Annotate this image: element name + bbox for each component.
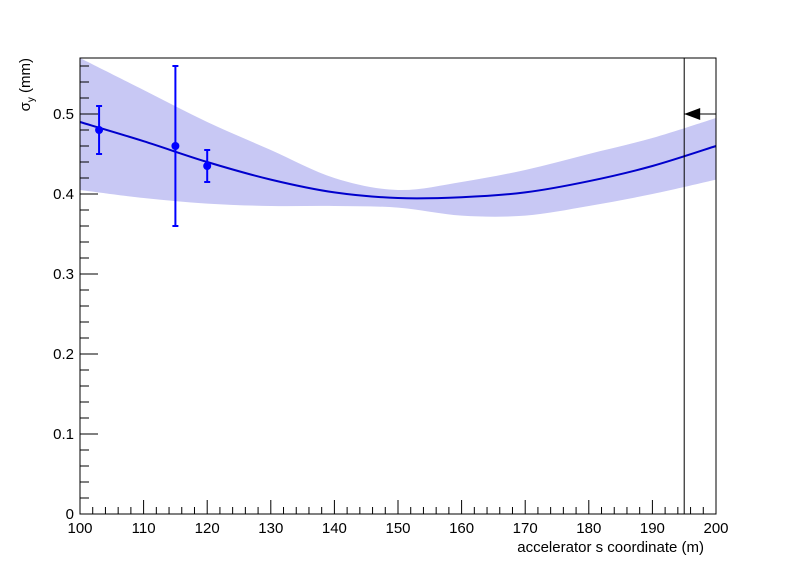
- y-axis-title-subscript: y: [26, 97, 37, 102]
- data-point: [171, 142, 180, 150]
- y-tick-label: 0.2: [53, 346, 74, 363]
- x-tick-label: 160: [449, 520, 474, 537]
- x-tick-label: 190: [640, 520, 665, 537]
- y-tick-label: 0.3: [53, 266, 74, 283]
- y-axis-title: σy (mm): [17, 58, 37, 111]
- data-points-layer: [95, 65, 212, 227]
- x-tick-label: 150: [385, 520, 410, 537]
- x-tick-label: 180: [576, 520, 601, 537]
- x-tick-label: 130: [258, 520, 283, 537]
- arrow-marker-head: [684, 108, 701, 120]
- x-tick-label: 110: [132, 520, 156, 537]
- fit-curve: [79, 121, 717, 200]
- y-axis-title-unit: (mm): [17, 58, 34, 97]
- y-axis-title-symbol: σ: [17, 101, 34, 111]
- y-tick-label: 0.5: [53, 106, 74, 123]
- y-tick-label: 0: [66, 506, 74, 523]
- x-tick-label: 120: [195, 520, 220, 537]
- y-tick-label: 0.4: [53, 186, 74, 203]
- x-tick-label: 200: [703, 520, 728, 537]
- data-point: [95, 126, 104, 134]
- x-axis-title: accelerator s coordinate (m): [517, 539, 704, 556]
- data-point: [203, 162, 212, 170]
- uncertainty-band-layer: [80, 58, 716, 217]
- x-tick-label: 140: [322, 520, 347, 537]
- x-tick-label: 170: [513, 520, 538, 537]
- x-tick-label: 100: [67, 520, 92, 537]
- marker-line-layer: [683, 58, 716, 514]
- y-axis: 0 0.1 0.2 0.3 0.4 0.5: [53, 65, 98, 523]
- fit-curve-layer: [79, 121, 717, 200]
- uncertainty-band: [80, 58, 716, 217]
- x-axis: 100 110 120 130 140 150 160 170 180 190 200: [67, 500, 729, 537]
- y-tick-label: 0.1: [53, 426, 74, 443]
